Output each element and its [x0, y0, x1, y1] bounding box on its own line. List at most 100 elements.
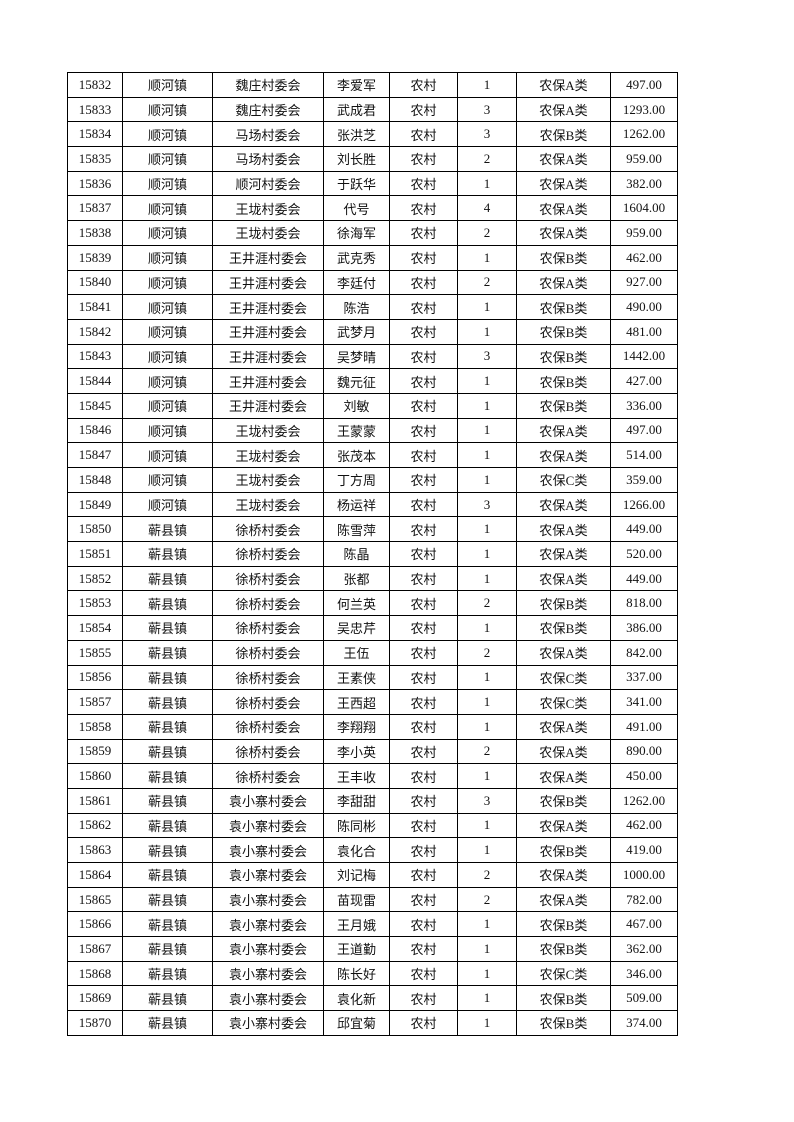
member-count-cell: 1 — [457, 565, 517, 592]
member-count-cell: 1 — [457, 689, 517, 715]
household-type-cell: 农村 — [389, 713, 458, 740]
name-cell: 李甜甜 — [323, 787, 390, 814]
member-count-cell: 2 — [457, 886, 517, 913]
name-cell: 刘记梅 — [323, 862, 390, 888]
village-committee-cell: 徐桥村委会 — [212, 565, 324, 592]
amount-cell: 450.00 — [610, 763, 678, 789]
insurance-category-cell: 农保B类 — [516, 392, 611, 419]
name-cell: 王素侠 — [323, 664, 390, 691]
serial-number-cell: 15855 — [67, 639, 123, 666]
table-row: 15832 顺河镇 魏庄村委会 李爱军 农村 1 农保A类 497.00 — [67, 72, 678, 98]
village-committee-cell: 王井涯村委会 — [212, 318, 324, 345]
town-cell: 蕲县镇 — [122, 787, 213, 814]
name-cell: 武克秀 — [323, 244, 390, 271]
serial-number-cell: 15858 — [67, 713, 123, 740]
name-cell: 张洪芝 — [323, 121, 390, 148]
serial-number-cell: 15861 — [67, 787, 123, 814]
village-committee-cell: 徐桥村委会 — [212, 763, 324, 789]
name-cell: 李小英 — [323, 738, 390, 765]
household-type-cell: 农村 — [389, 244, 458, 271]
insurance-category-cell: 农保A类 — [516, 738, 611, 765]
name-cell: 魏元征 — [323, 368, 390, 394]
table-row: 15854 蕲县镇 徐桥村委会 吴忠芹 农村 1 农保B类 386.00 — [67, 615, 678, 641]
serial-number-cell: 15835 — [67, 146, 123, 172]
serial-number-cell: 15840 — [67, 269, 123, 296]
village-committee-cell: 袁小寨村委会 — [212, 886, 324, 913]
amount-cell: 491.00 — [610, 713, 678, 740]
village-committee-cell: 王垅村委会 — [212, 442, 324, 468]
village-committee-cell: 王垅村委会 — [212, 417, 324, 444]
member-count-cell: 2 — [457, 590, 517, 617]
member-count-cell: 1 — [457, 664, 517, 691]
table-row: 15840 顺河镇 王井涯村委会 李廷付 农村 2 农保A类 927.00 — [67, 269, 678, 296]
table-row: 15837 顺河镇 王垅村委会 代号 农村 4 农保A类 1604.00 — [67, 195, 678, 222]
insurance-category-cell: 农保A类 — [516, 713, 611, 740]
amount-cell: 467.00 — [610, 911, 678, 938]
household-type-cell: 农村 — [389, 1010, 458, 1036]
name-cell: 徐海军 — [323, 220, 390, 246]
member-count-cell: 2 — [457, 862, 517, 888]
town-cell: 顺河镇 — [122, 343, 213, 370]
insurance-category-cell: 农保A类 — [516, 442, 611, 468]
serial-number-cell: 15845 — [67, 392, 123, 419]
amount-cell: 462.00 — [610, 812, 678, 839]
table-row: 15834 顺河镇 马场村委会 张洪芝 农村 3 农保B类 1262.00 — [67, 121, 678, 148]
serial-number-cell: 15859 — [67, 738, 123, 765]
table-row: 15836 顺河镇 顺河村委会 于跃华 农村 1 农保A类 382.00 — [67, 170, 678, 197]
member-count-cell: 1 — [457, 713, 517, 740]
insurance-category-cell: 农保B类 — [516, 936, 611, 962]
serial-number-cell: 15842 — [67, 318, 123, 345]
amount-cell: 818.00 — [610, 590, 678, 617]
town-cell: 蕲县镇 — [122, 812, 213, 839]
village-committee-cell: 王垅村委会 — [212, 195, 324, 222]
table-row: 15859 蕲县镇 徐桥村委会 李小英 农村 2 农保A类 890.00 — [67, 738, 678, 765]
member-count-cell: 2 — [457, 738, 517, 765]
village-committee-cell: 马场村委会 — [212, 146, 324, 172]
amount-cell: 497.00 — [610, 417, 678, 444]
member-count-cell: 3 — [457, 121, 517, 148]
member-count-cell: 3 — [457, 491, 517, 518]
village-committee-cell: 袁小寨村委会 — [212, 1010, 324, 1036]
amount-cell: 427.00 — [610, 368, 678, 394]
name-cell: 陈晶 — [323, 541, 390, 567]
member-count-cell: 3 — [457, 787, 517, 814]
town-cell: 蕲县镇 — [122, 713, 213, 740]
village-committee-cell: 王井涯村委会 — [212, 368, 324, 394]
insurance-category-cell: 农保A类 — [516, 812, 611, 839]
village-committee-cell: 马场村委会 — [212, 121, 324, 148]
village-committee-cell: 徐桥村委会 — [212, 615, 324, 641]
member-count-cell: 1 — [457, 936, 517, 962]
amount-cell: 1442.00 — [610, 343, 678, 370]
town-cell: 顺河镇 — [122, 146, 213, 172]
name-cell: 于跃华 — [323, 170, 390, 197]
table-row: 15844 顺河镇 王井涯村委会 魏元征 农村 1 农保B类 427.00 — [67, 368, 678, 394]
insurance-category-cell: 农保C类 — [516, 664, 611, 691]
table-row: 15845 顺河镇 王井涯村委会 刘敏 农村 1 农保B类 336.00 — [67, 392, 678, 419]
member-count-cell: 1 — [457, 763, 517, 789]
name-cell: 武成君 — [323, 96, 390, 123]
town-cell: 蕲县镇 — [122, 886, 213, 913]
insurance-category-cell: 农保A类 — [516, 269, 611, 296]
insurance-category-cell: 农保B类 — [516, 787, 611, 814]
table-row: 15866 蕲县镇 袁小寨村委会 王月娥 农村 1 农保B类 467.00 — [67, 911, 678, 938]
village-committee-cell: 徐桥村委会 — [212, 713, 324, 740]
insurance-category-cell: 农保C类 — [516, 689, 611, 715]
village-committee-cell: 徐桥村委会 — [212, 738, 324, 765]
household-type-cell: 农村 — [389, 491, 458, 518]
name-cell: 王道勤 — [323, 936, 390, 962]
village-committee-cell: 袁小寨村委会 — [212, 812, 324, 839]
amount-cell: 449.00 — [610, 565, 678, 592]
table-row: 15843 顺河镇 王井涯村委会 吴梦晴 农村 3 农保B类 1442.00 — [67, 343, 678, 370]
name-cell: 王伍 — [323, 639, 390, 666]
name-cell: 王西超 — [323, 689, 390, 715]
insurance-category-cell: 农保B类 — [516, 121, 611, 148]
household-type-cell: 农村 — [389, 195, 458, 222]
town-cell: 蕲县镇 — [122, 837, 213, 863]
amount-cell: 336.00 — [610, 392, 678, 419]
serial-number-cell: 15869 — [67, 985, 123, 1012]
town-cell: 蕲县镇 — [122, 763, 213, 789]
village-committee-cell: 袁小寨村委会 — [212, 787, 324, 814]
amount-cell: 346.00 — [610, 960, 678, 987]
town-cell: 蕲县镇 — [122, 689, 213, 715]
village-committee-cell: 王垅村委会 — [212, 467, 324, 493]
